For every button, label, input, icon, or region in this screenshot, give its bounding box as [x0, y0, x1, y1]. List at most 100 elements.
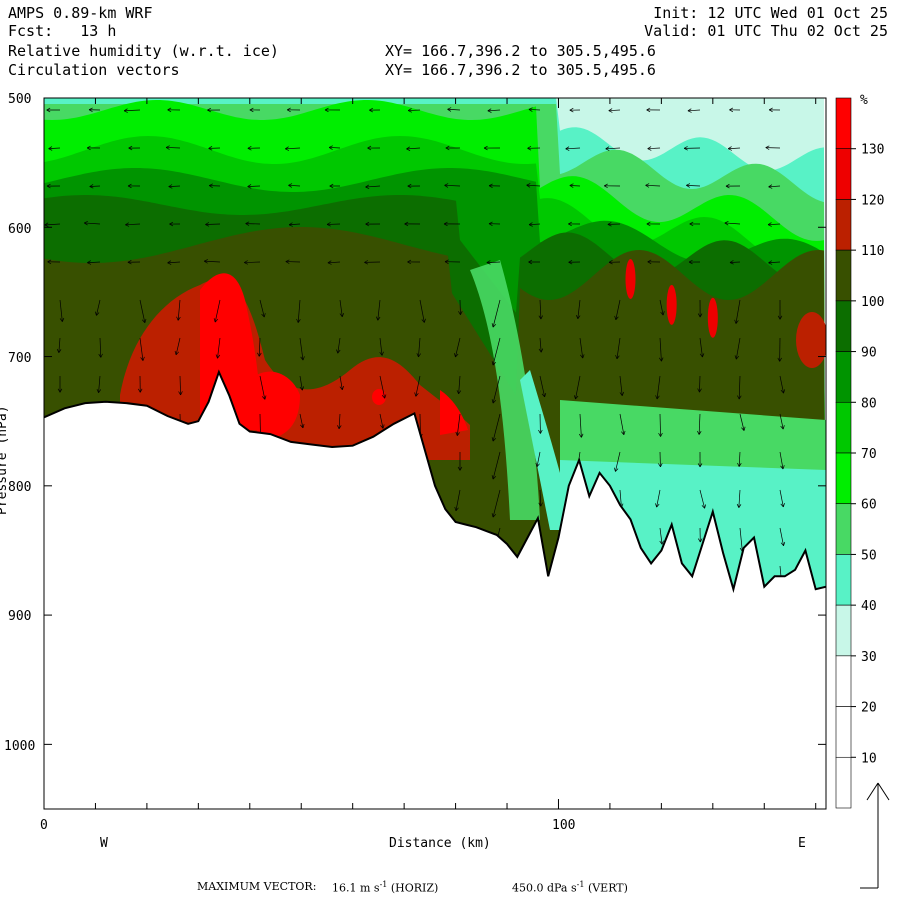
vector-arrow [214, 299, 221, 323]
vector-arrow [565, 147, 581, 150]
vector-arrow [656, 375, 661, 400]
vector-arrow [699, 337, 703, 358]
axes: 500 600 700 800 900 1000 0 100 W E Dista… [0, 92, 826, 851]
vector-arrow [98, 375, 101, 393]
vector-arrow [615, 299, 621, 320]
reference-vector-arrow [860, 782, 890, 889]
colorbar-tick-label: 80 [861, 396, 877, 411]
colorbar-unit: % [860, 93, 868, 108]
vector-arrow [687, 109, 701, 112]
vector-arrow [619, 413, 625, 435]
colorbar-tick-label: 90 [861, 346, 877, 361]
colorbar-tick-label: 40 [861, 599, 877, 614]
x-tick-label: 0 [40, 818, 48, 833]
vector-arrow [779, 527, 784, 546]
rh-zone-130 [372, 389, 386, 405]
vector-arrow [444, 184, 461, 187]
vector-arrow [539, 299, 542, 320]
vector-arrow [779, 489, 784, 508]
vector-arrow [577, 299, 581, 319]
vector-arrow [569, 185, 581, 187]
vector-arrow [419, 299, 425, 323]
vector-arrow [768, 185, 781, 188]
vector-arrow [48, 147, 61, 150]
vector-arrow [379, 337, 383, 356]
vector-arrow [698, 413, 701, 435]
vector-arrow [455, 337, 461, 358]
colorbar-swatch [835, 655, 852, 707]
vector-arrow [447, 108, 461, 111]
vector-arrow [735, 337, 741, 360]
plot-frame [43, 97, 827, 810]
forecast-hour: Fcst: 13 h [8, 22, 117, 40]
vector-arrow [179, 375, 181, 395]
vector-arrow [125, 223, 141, 226]
vector-arrow [259, 375, 266, 400]
vector-arrow [659, 337, 662, 362]
y-tick-label: 600 [8, 222, 31, 237]
colorbar-swatch [835, 554, 852, 606]
field-label: Relative humidity (w.r.t. ice) [8, 42, 279, 60]
valid-time: Valid: 01 UTC Thu 02 Oct 25 [644, 22, 888, 40]
colorbar-swatch [835, 503, 852, 555]
rh-max-cell [666, 284, 677, 325]
vector-arrow [575, 375, 581, 400]
vector-arrow [139, 299, 146, 323]
vector-arrow [528, 109, 541, 111]
vector-arrow [244, 261, 261, 263]
vector-arrow [87, 261, 101, 264]
vector-arrow [329, 147, 341, 149]
west-label: W [100, 836, 108, 851]
colorbar-tick-label: 50 [861, 548, 877, 563]
vector-arrow [539, 337, 542, 353]
vector-arrow [659, 299, 664, 316]
colorbar-swatch [835, 97, 852, 150]
vector-arrow [526, 184, 541, 187]
vector-arrow [166, 147, 181, 149]
colorbar: % 10 20 30 40 50 60 70 80 90 100 110 120 130 [835, 93, 884, 809]
vector-arrow [167, 261, 181, 264]
vector-arrow [175, 337, 181, 355]
vector-arrow [406, 147, 421, 150]
colorbar-swatch [835, 756, 852, 809]
vector-arrow [615, 451, 621, 472]
vector-arrow [492, 375, 501, 404]
vector-arrow [204, 260, 221, 263]
colorbar-tick-label: 120 [861, 193, 884, 208]
init-time: Init: 12 UTC Wed 01 Oct 25 [653, 4, 888, 22]
y-tick-label: 900 [8, 609, 31, 624]
vector-arrow [735, 299, 741, 324]
rh-zone-130 [440, 390, 468, 435]
rh-max-cell [625, 258, 636, 299]
x-axis-title: Distance (km) [389, 836, 491, 851]
vector-arrow [779, 413, 784, 430]
vector-arrow [492, 489, 501, 518]
colorbar-swatch [835, 148, 852, 200]
vector-arrow [768, 261, 781, 264]
vector-arrow [337, 337, 341, 354]
vector-arrow [699, 375, 701, 393]
vector-arrow [458, 375, 461, 394]
vector-arrow [96, 299, 101, 316]
vector-arrow [415, 375, 421, 397]
vector-arrow [486, 261, 501, 263]
vector-arrow [84, 222, 101, 225]
vector-arrow [139, 337, 144, 361]
xy-range-1: XY= 166.7,396.2 to 305.5,495.6 [385, 42, 656, 60]
vector-label: Circulation vectors [8, 61, 180, 79]
colorbar-tick-label: 30 [861, 650, 877, 665]
colorbar-swatch [835, 401, 852, 454]
vector-arrow [205, 223, 221, 225]
vector-arrow [728, 147, 741, 150]
rh-dry-slot [470, 260, 540, 520]
vector-arrow [659, 527, 663, 545]
vector-arrow [579, 413, 582, 438]
vector-arrow [297, 299, 301, 323]
vector-arrow [408, 109, 421, 111]
vector-arrow [289, 223, 301, 226]
vector-arrow [619, 375, 623, 396]
vector-arrow [492, 299, 501, 328]
vector-arrow [456, 413, 461, 436]
vector-arrow [339, 375, 343, 390]
vector-arrow [529, 223, 541, 226]
